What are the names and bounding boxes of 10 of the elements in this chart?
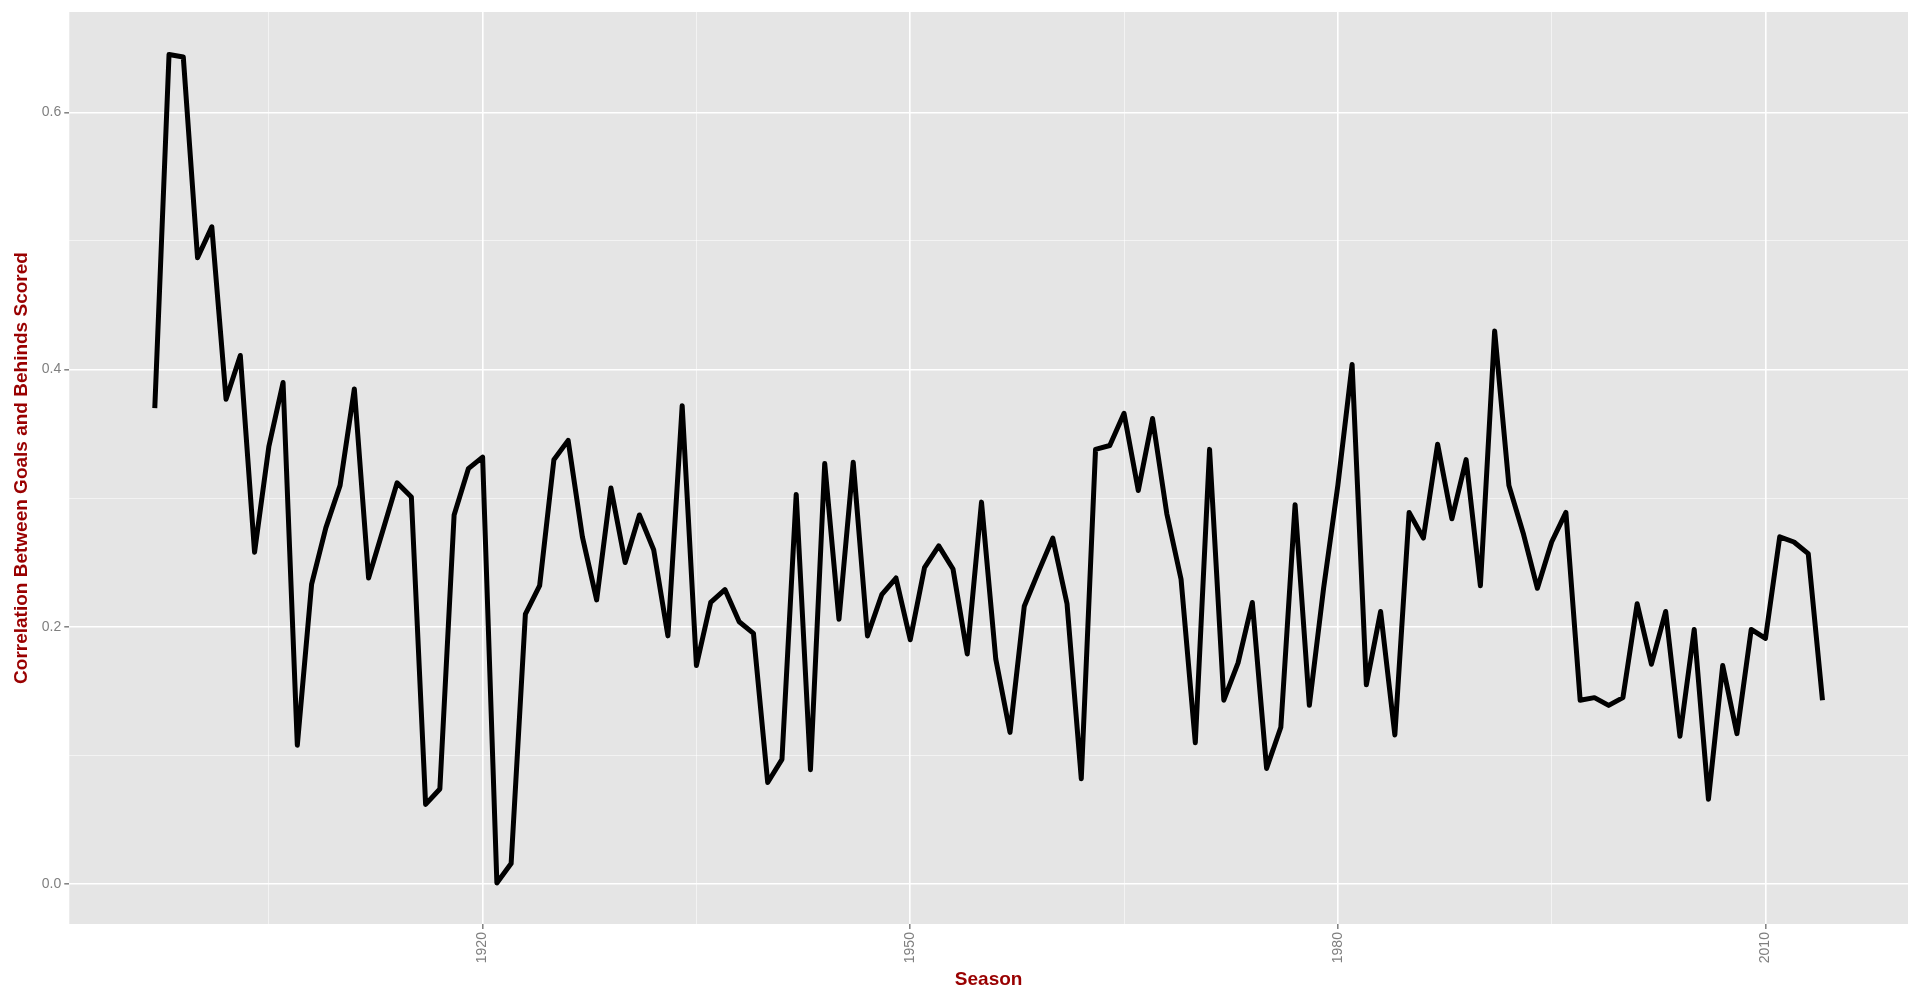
- x-tick-label: 1980: [1328, 931, 1345, 964]
- y-tick-label: 0.2: [41, 617, 62, 634]
- y-axis-title: Correlation Between Goals and Behinds Scored: [9, 252, 31, 684]
- y-tick-label: 0.6: [41, 103, 62, 120]
- x-tick-label: 1920: [473, 931, 490, 964]
- y-tick-label: 0.0: [41, 875, 62, 892]
- x-axis-title: Season: [954, 967, 1023, 989]
- x-tick-label: 1950: [901, 931, 918, 964]
- x-tick-label: 2010: [1756, 931, 1773, 964]
- y-tick-label: 0.4: [41, 360, 62, 377]
